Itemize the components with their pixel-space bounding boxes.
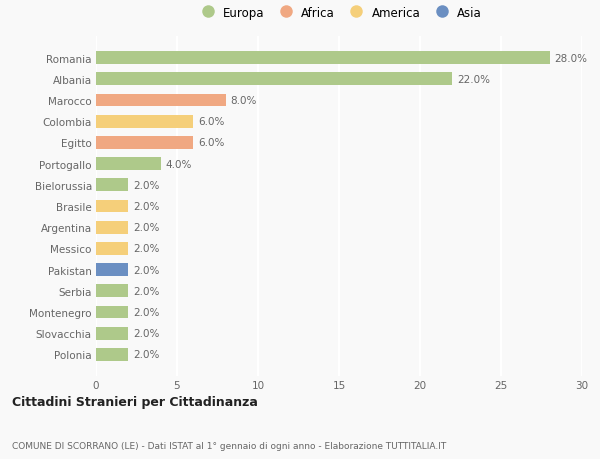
Text: 2.0%: 2.0%: [133, 202, 160, 212]
Bar: [96, 179, 128, 192]
Text: 2.0%: 2.0%: [133, 329, 160, 338]
Text: Cittadini Stranieri per Cittadinanza: Cittadini Stranieri per Cittadinanza: [12, 396, 258, 409]
Bar: [96, 158, 161, 171]
Bar: [96, 348, 128, 361]
Text: 22.0%: 22.0%: [457, 75, 490, 84]
Bar: [96, 95, 226, 107]
Text: 2.0%: 2.0%: [133, 244, 160, 254]
Text: 2.0%: 2.0%: [133, 350, 160, 359]
Bar: [96, 137, 193, 150]
Bar: [96, 242, 128, 255]
Text: 28.0%: 28.0%: [554, 54, 587, 63]
Text: 6.0%: 6.0%: [198, 138, 224, 148]
Bar: [96, 263, 128, 276]
Bar: [96, 52, 550, 65]
Bar: [96, 200, 128, 213]
Legend: Europa, Africa, America, Asia: Europa, Africa, America, Asia: [191, 2, 487, 24]
Bar: [96, 306, 128, 319]
Bar: [96, 285, 128, 297]
Text: 2.0%: 2.0%: [133, 286, 160, 296]
Text: 2.0%: 2.0%: [133, 308, 160, 317]
Text: 4.0%: 4.0%: [166, 159, 192, 169]
Bar: [96, 327, 128, 340]
Bar: [96, 73, 452, 86]
Text: 2.0%: 2.0%: [133, 265, 160, 275]
Text: 2.0%: 2.0%: [133, 180, 160, 190]
Text: 8.0%: 8.0%: [230, 96, 257, 106]
Text: COMUNE DI SCORRANO (LE) - Dati ISTAT al 1° gennaio di ogni anno - Elaborazione T: COMUNE DI SCORRANO (LE) - Dati ISTAT al …: [12, 441, 446, 450]
Text: 2.0%: 2.0%: [133, 223, 160, 233]
Bar: [96, 221, 128, 234]
Text: 6.0%: 6.0%: [198, 117, 224, 127]
Bar: [96, 116, 193, 129]
